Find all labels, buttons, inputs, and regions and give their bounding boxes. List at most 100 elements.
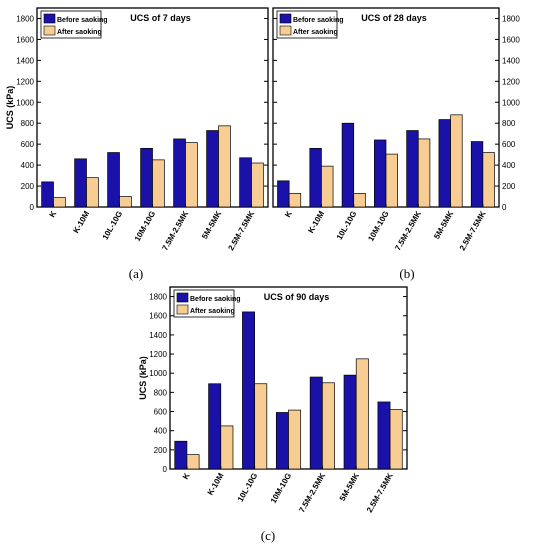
bar-after-5M-5MK	[355, 358, 369, 470]
bar-before-K-10M	[74, 158, 87, 208]
y-tick-label: 1400	[149, 331, 167, 340]
x-tick-label: K-10M	[206, 471, 226, 497]
y-tick-label: 800	[502, 119, 516, 128]
bar-before-10L-10G	[107, 152, 120, 208]
panel-label: (a)	[129, 266, 143, 281]
bar-before-10L-10G	[242, 311, 255, 470]
bar-after-2.5M-7.5MK	[251, 162, 264, 208]
x-tick-label: K	[48, 209, 59, 219]
chart-panel-1: 0 200 400 600 800 1000 1200 1400 1600 1800 UCS (kP…	[5, 7, 269, 252]
y-tick-label: 0	[163, 465, 168, 474]
bar-after-10L-10G	[353, 193, 366, 208]
bar-after-K-10M	[220, 425, 234, 470]
bar-after-K	[288, 193, 302, 208]
y-tick-label: 1600	[149, 312, 167, 321]
x-tick-label: 10M-10G	[133, 210, 157, 243]
x-tick-label: 10L-10G	[236, 472, 260, 504]
bar-after-5M-5MK	[450, 114, 463, 208]
y-tick-label: 400	[21, 161, 35, 170]
bar-before-7.5M-2.5MK	[309, 376, 323, 470]
bar-after-2.5M-7.5MK	[482, 152, 495, 208]
legend-swatch	[279, 25, 292, 36]
bar-before-10M-10G	[140, 147, 153, 208]
y-tick-label: 600	[502, 140, 516, 149]
bar-after-10M-10G	[385, 153, 398, 208]
y-tick-label: 1000	[149, 369, 167, 378]
bar-after-5M-5MK	[218, 125, 231, 208]
x-tick-label: 7.5M-2.5MK	[393, 209, 423, 252]
x-tick-label: 7.5M-2.5MK	[297, 471, 327, 514]
x-tick-label: K-10M	[71, 209, 91, 235]
x-tick-label: 7.5M-2.5MK	[160, 209, 190, 252]
y-tick-label: 0	[502, 203, 507, 212]
legend-swatch	[43, 13, 56, 24]
x-tick-label: 2.5M-7.5MK	[458, 209, 488, 252]
bar-after-7.5M-2.5MK	[322, 382, 335, 470]
x-tick-label: 5M-5MK	[338, 471, 361, 502]
y-tick-label: 800	[21, 119, 35, 128]
y-tick-label: 400	[502, 161, 516, 170]
y-tick-label: 200	[502, 182, 516, 191]
x-tick-label: 2.5M-7.5MK	[365, 471, 395, 514]
bar-before-K	[174, 440, 188, 470]
legend-label: Before saoking	[190, 296, 241, 303]
x-tick-label: 2.5M-7.5MK	[226, 209, 256, 252]
bar-after-K	[53, 197, 66, 208]
legend-swatch	[176, 304, 189, 315]
chart-title: UCS of 7 days	[130, 13, 191, 23]
legend-label: After saoking	[293, 29, 338, 36]
x-tick-label: 5M-5MK	[432, 209, 455, 240]
x-tick-label: 10L-10G	[335, 210, 359, 242]
bar-after-10L-10G	[254, 383, 268, 470]
y-tick-label: 1000	[502, 98, 520, 107]
bar-before-2.5M-7.5MK	[470, 141, 484, 208]
bar-after-K	[186, 454, 200, 470]
chart-panel-2: 0 200 400 600 800 1000 1200 1400 1600 1800 UCS of …	[272, 7, 520, 252]
panel-label: (b)	[399, 266, 414, 281]
bar-before-10M-10G	[275, 412, 289, 470]
x-tick-label: K	[283, 209, 294, 219]
y-tick-label: 1600	[502, 35, 520, 44]
x-tick-label: 10M-10G	[269, 472, 293, 505]
y-tick-label: 200	[21, 182, 35, 191]
y-tick-label: 1200	[16, 77, 34, 86]
x-tick-label: 5M-5MK	[200, 209, 223, 240]
bar-before-5M-5MK	[206, 130, 219, 208]
y-tick-label: 200	[154, 446, 168, 455]
y-tick-label: 1200	[149, 350, 167, 359]
x-tick-label: 10L-10G	[101, 210, 125, 242]
bar-after-7.5M-2.5MK	[185, 142, 198, 208]
chart-panel-3: 0 200 400 600 800 1000 1200 1400 1600 1800 UCS (kP…	[138, 286, 408, 514]
bar-before-10M-10G	[374, 139, 387, 208]
legend-swatch	[43, 25, 56, 36]
y-axis-title: UCS (kPa)	[138, 356, 148, 400]
legend-label: After saoking	[57, 29, 102, 36]
bar-before-2.5M-7.5MK	[239, 157, 252, 208]
x-tick-label: 10M-10G	[366, 210, 390, 243]
y-tick-label: 1800	[16, 14, 34, 23]
bar-after-7.5M-2.5MK	[417, 138, 431, 208]
legend-label: After saoking	[190, 308, 235, 315]
bar-before-7.5M-2.5MK	[406, 130, 419, 208]
bar-after-K-10M	[321, 165, 334, 208]
y-tick-label: 1800	[149, 293, 167, 302]
bar-before-K	[41, 181, 54, 208]
y-tick-label: 600	[154, 408, 168, 417]
bar-after-2.5M-7.5MK	[389, 409, 403, 470]
y-tick-label: 800	[154, 388, 168, 397]
bar-after-K-10M	[86, 177, 99, 208]
x-tick-label: K	[181, 471, 192, 481]
y-tick-label: 1400	[502, 56, 520, 65]
legend-label: Before saoking	[293, 17, 344, 24]
y-tick-label: 1200	[502, 77, 520, 86]
legend-label: Before saoking	[57, 17, 108, 24]
y-axis-title: UCS (kPa)	[5, 86, 15, 130]
panel-label: (c)	[261, 528, 275, 543]
y-tick-label: 1600	[16, 35, 34, 44]
x-tick-label: K-10M	[306, 209, 326, 235]
legend-swatch	[176, 292, 189, 303]
bar-before-5M-5MK	[438, 119, 451, 208]
bar-after-10M-10G	[288, 409, 302, 470]
bar-before-7.5M-2.5MK	[173, 138, 186, 208]
